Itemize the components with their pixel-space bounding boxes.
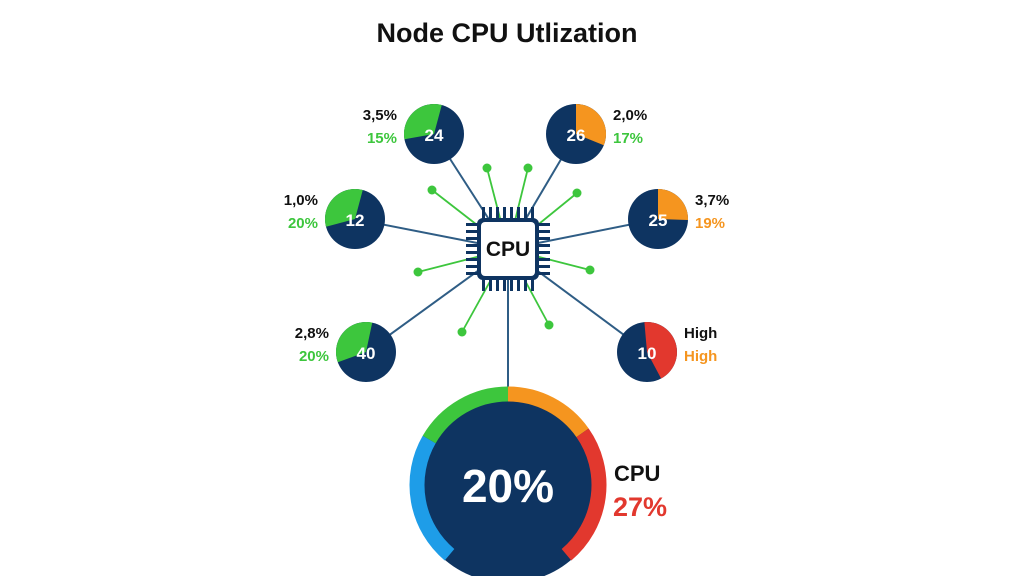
gauge-segment-blue xyxy=(409,435,455,561)
node-pies: 24 3,5% 15% 26 2,0% 17% 12 1,0% 20% 25 3,7% 19% 40 2,… xyxy=(284,104,729,382)
spoke-dot xyxy=(572,188,582,198)
node-pie-slice xyxy=(336,322,373,363)
gauge-segment-orange xyxy=(507,386,589,438)
cpu-chip-icon xyxy=(466,207,550,291)
node-top-label: High xyxy=(684,325,717,342)
node-value: 12 xyxy=(346,211,365,230)
node-top-label: 3,7% xyxy=(695,192,729,209)
node-pie-slice xyxy=(576,104,606,146)
node-bottom-label: 20% xyxy=(299,348,329,365)
node-10: 10 High High xyxy=(617,322,717,382)
node-bottom-label: High xyxy=(684,348,717,365)
node-top-label: 1,0% xyxy=(284,192,318,209)
spoke-dot xyxy=(413,267,423,277)
node-top-label: 2,0% xyxy=(613,107,647,124)
page-title: Node CPU Utlization xyxy=(377,18,638,48)
gauge-segment-red xyxy=(561,428,607,561)
spoke-dot xyxy=(482,163,492,173)
node-top-label: 3,5% xyxy=(363,107,397,124)
spoke-dot xyxy=(585,265,595,275)
cpu-gauge xyxy=(409,386,607,576)
node-pie-slice xyxy=(644,322,678,379)
node-pie-slice xyxy=(658,189,688,221)
gauge-body xyxy=(410,387,606,576)
gauge-label: CPU xyxy=(614,461,660,486)
node-bottom-label: 17% xyxy=(613,130,643,147)
spoke-dot xyxy=(457,327,467,337)
gauge-sub-value: 27% xyxy=(613,492,667,522)
spoke-dot xyxy=(544,320,554,330)
node-24: 24 3,5% 15% xyxy=(363,104,464,164)
gauge-value: 20% xyxy=(462,460,554,512)
node-value: 25 xyxy=(649,211,668,230)
node-top-label: 2,8% xyxy=(295,325,329,342)
node-value: 24 xyxy=(425,126,444,145)
cpu-chip-label: CPU xyxy=(486,238,530,261)
node-25: 25 3,7% 19% xyxy=(628,189,729,249)
node-value: 26 xyxy=(567,126,586,145)
node-26: 26 2,0% 17% xyxy=(546,104,647,164)
node-pie-slice xyxy=(404,104,442,140)
gauge-segment-green xyxy=(422,386,509,444)
node-bottom-label: 15% xyxy=(367,130,397,147)
node-value: 40 xyxy=(357,344,376,363)
node-bottom-label: 20% xyxy=(288,215,318,232)
node-pie-slice xyxy=(325,188,363,227)
node-bottom-label: 19% xyxy=(695,215,725,232)
node-12: 12 1,0% 20% xyxy=(284,188,385,249)
spoke-dot xyxy=(523,163,533,173)
node-value: 10 xyxy=(638,344,657,363)
spoke-dot xyxy=(427,185,437,195)
node-40: 40 2,8% 20% xyxy=(295,322,396,382)
